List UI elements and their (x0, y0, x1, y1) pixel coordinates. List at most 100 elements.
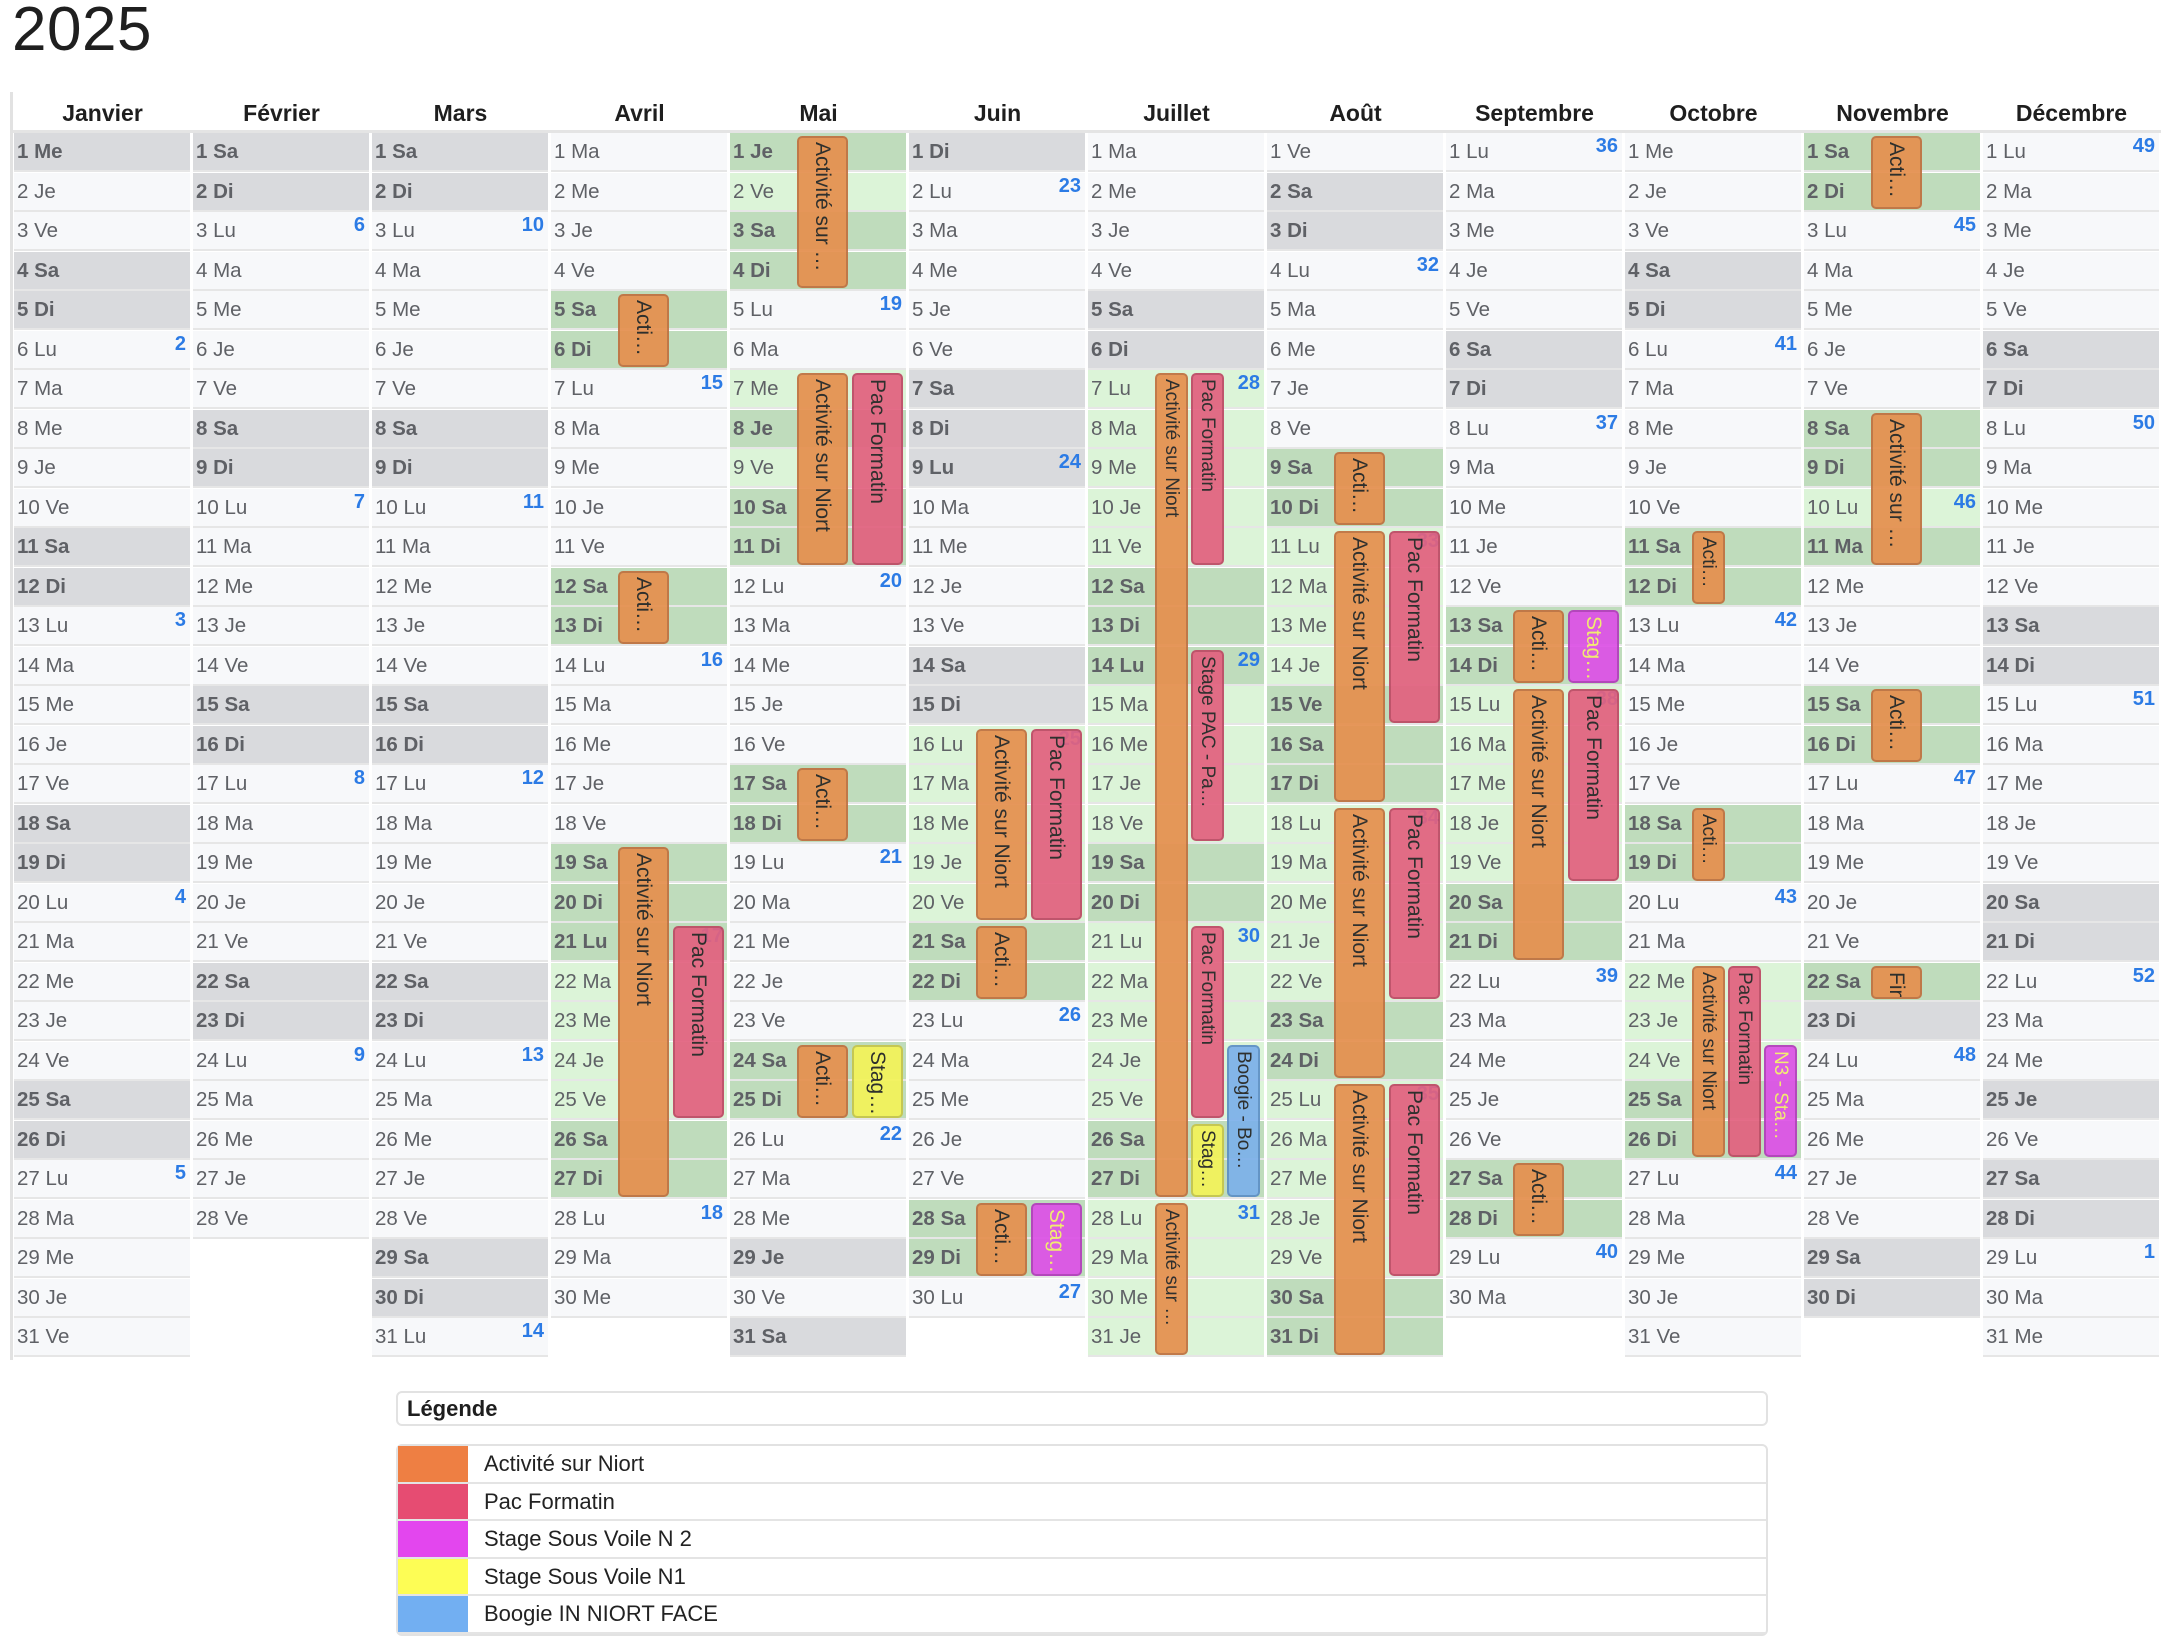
day-cell[interactable]: 9 Di (372, 449, 548, 488)
day-cell[interactable]: 5 Ma (1267, 291, 1443, 330)
day-cell[interactable]: 5 Di (14, 291, 190, 330)
day-cell[interactable]: 27 Je (193, 1160, 369, 1199)
event-bar-pac[interactable]: Pac Formatin (1389, 531, 1440, 723)
day-cell[interactable]: 9 Ma (1983, 449, 2159, 488)
day-cell[interactable]: 6 Ma (730, 330, 906, 370)
day-cell[interactable]: 23 Ma (1446, 1002, 1622, 1041)
day-cell[interactable]: 16 Ve (730, 725, 906, 765)
day-cell[interactable]: 7 Ve (193, 370, 369, 409)
day-cell[interactable]: 31 Ve (14, 1318, 190, 1357)
day-cell[interactable]: 7 Di (1983, 370, 2159, 409)
day-cell[interactable]: 19 Ve (1983, 844, 2159, 883)
day-cell[interactable]: 4 Lu 32 (1267, 251, 1443, 291)
day-cell[interactable]: 21 Ve (1804, 923, 1980, 962)
day-cell[interactable]: 18 Ma (1804, 804, 1980, 844)
day-cell[interactable]: 6 Je (1804, 330, 1980, 370)
day-cell[interactable]: 15 Ma (551, 686, 727, 725)
event-bar-niort[interactable]: Activité sur Niort (1692, 965, 1725, 1157)
day-cell[interactable]: 18 Ve (551, 804, 727, 844)
event-bar-niort[interactable]: Activité sur … (797, 136, 848, 288)
day-cell[interactable]: 29 Lu 40 (1446, 1239, 1622, 1278)
day-cell[interactable]: 22 Lu 39 (1446, 962, 1622, 1002)
day-cell[interactable]: 25 Je (1446, 1081, 1622, 1120)
day-cell[interactable]: 26 Je (909, 1120, 1085, 1160)
day-cell[interactable]: 23 Di (372, 1002, 548, 1041)
day-cell[interactable]: 4 Ve (1088, 251, 1264, 291)
day-cell[interactable]: 11 Ma (372, 528, 548, 567)
day-cell[interactable]: 6 Sa (1983, 330, 2159, 370)
day-cell[interactable]: 3 Me (1983, 212, 2159, 251)
day-cell[interactable]: 19 Lu 21 (730, 844, 906, 883)
day-cell[interactable]: 25 Ma (1804, 1081, 1980, 1120)
day-cell[interactable]: 6 Lu 41 (1625, 330, 1801, 370)
day-cell[interactable]: 4 Je (1983, 251, 2159, 291)
day-cell[interactable]: 30 Di (1804, 1278, 1980, 1318)
day-cell[interactable]: 22 Me (14, 962, 190, 1002)
day-cell[interactable]: 2 Ma (1983, 172, 2159, 212)
day-cell[interactable]: 20 Je (1804, 883, 1980, 923)
day-cell[interactable]: 24 Me (1983, 1041, 2159, 1081)
day-cell[interactable]: 16 Ma (1983, 725, 2159, 765)
day-cell[interactable]: 15 Me (1625, 686, 1801, 725)
day-cell[interactable]: 14 Ma (14, 646, 190, 686)
day-cell[interactable]: 15 Sa (193, 686, 369, 725)
event-bar-pac[interactable]: Stage PAC - Pa… (1191, 649, 1224, 841)
day-cell[interactable]: 27 Sa (1983, 1160, 2159, 1199)
day-cell[interactable]: 26 Lu 22 (730, 1120, 906, 1160)
event-bar-niort[interactable]: Acti… (1692, 807, 1725, 881)
day-cell[interactable]: 27 Lu 5 (14, 1160, 190, 1199)
event-bar-niort[interactable]: Acti… (1334, 452, 1385, 525)
day-cell[interactable]: 7 Ve (372, 370, 548, 409)
day-cell[interactable]: 5 Je (909, 291, 1085, 330)
day-cell[interactable]: 30 Ve (730, 1278, 906, 1318)
day-cell[interactable]: 5 Di (1625, 291, 1801, 330)
event-bar-niort[interactable]: Acti… (618, 294, 669, 367)
day-cell[interactable]: 28 Di (1983, 1199, 2159, 1239)
day-cell[interactable]: 7 Ma (14, 370, 190, 409)
day-cell[interactable]: 12 Je (909, 567, 1085, 607)
day-cell[interactable]: 24 Lu 13 (372, 1041, 548, 1081)
day-cell[interactable]: 14 Ve (1804, 646, 1980, 686)
day-cell[interactable]: 31 Me (1983, 1318, 2159, 1357)
event-bar-boogie[interactable]: Boogie - Bo… (1227, 1044, 1260, 1197)
day-cell[interactable]: 22 Sa (193, 962, 369, 1002)
day-cell[interactable]: 23 Di (1804, 1002, 1980, 1041)
day-cell[interactable]: 20 Sa (1983, 883, 2159, 923)
event-bar-pac[interactable]: Pac Formatin (673, 926, 724, 1118)
day-cell[interactable]: 29 Lu 1 (1983, 1239, 2159, 1278)
day-cell[interactable]: 27 Je (1804, 1160, 1980, 1199)
event-bar-niort[interactable]: Activité sur Niort (797, 373, 848, 565)
event-bar-niort[interactable]: Activité sur Niort (1334, 1084, 1385, 1355)
day-cell[interactable]: 3 Je (1088, 212, 1264, 251)
day-cell[interactable]: 5 Me (193, 291, 369, 330)
day-cell[interactable]: 4 Je (1446, 251, 1622, 291)
day-cell[interactable]: 24 Ma (909, 1041, 1085, 1081)
day-cell[interactable]: 14 Ve (193, 646, 369, 686)
day-cell[interactable]: 21 Ma (14, 923, 190, 962)
day-cell[interactable]: 12 Me (193, 567, 369, 607)
day-cell[interactable]: 10 Ve (14, 488, 190, 528)
day-cell[interactable]: 27 Je (372, 1160, 548, 1199)
day-cell[interactable]: 1 Me (1625, 133, 1801, 172)
day-cell[interactable]: 3 Ve (14, 212, 190, 251)
event-bar-pac[interactable]: Pac Formatin (1031, 728, 1082, 920)
day-cell[interactable]: 31 Sa (730, 1318, 906, 1357)
day-cell[interactable]: 8 Lu 50 (1983, 409, 2159, 449)
event-bar-niort[interactable]: Activité sur Niort (1334, 807, 1385, 1078)
day-cell[interactable]: 13 Sa (1983, 607, 2159, 646)
day-cell[interactable]: 14 Di (1983, 646, 2159, 686)
event-bar-pac[interactable]: Pac Formatin (1389, 807, 1440, 999)
event-bar-niort[interactable]: Acti… (797, 768, 848, 841)
day-cell[interactable]: 14 Lu 16 (551, 646, 727, 686)
day-cell[interactable]: 14 Ve (372, 646, 548, 686)
day-cell[interactable]: 7 Ve (1804, 370, 1980, 409)
day-cell[interactable]: 17 Je (551, 765, 727, 804)
day-cell[interactable]: 18 Ma (372, 804, 548, 844)
day-cell[interactable]: 16 Je (1625, 725, 1801, 765)
day-cell[interactable]: 29 Me (1625, 1239, 1801, 1278)
day-cell[interactable]: 8 Sa (372, 409, 548, 449)
event-bar-n1[interactable]: Stag… (1191, 1123, 1224, 1197)
day-cell[interactable]: 10 Me (1446, 488, 1622, 528)
day-cell[interactable]: 3 Lu 6 (193, 212, 369, 251)
day-cell[interactable]: 7 Lu 15 (551, 370, 727, 409)
